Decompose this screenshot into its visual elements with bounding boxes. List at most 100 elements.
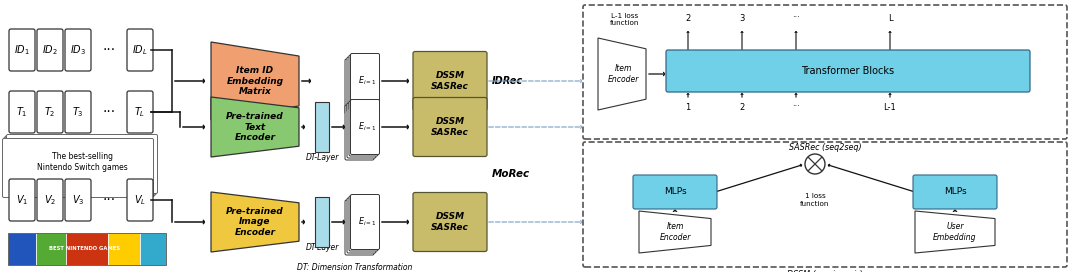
Text: L: L — [888, 14, 892, 23]
FancyBboxPatch shape — [913, 175, 997, 209]
Text: DT-Layer: DT-Layer — [306, 243, 339, 252]
Text: DT-Layer: DT-Layer — [306, 153, 339, 162]
Text: $E_{i=1}$: $E_{i=1}$ — [357, 121, 376, 133]
Text: Pre-trained
Image
Encoder: Pre-trained Image Encoder — [226, 207, 284, 237]
FancyBboxPatch shape — [413, 97, 487, 156]
Text: Item
Encoder: Item Encoder — [659, 222, 691, 242]
Polygon shape — [211, 192, 299, 252]
Text: DSSM
SASRec: DSSM SASRec — [431, 212, 469, 232]
Text: SASRec (seq2seq): SASRec (seq2seq) — [788, 143, 862, 152]
FancyBboxPatch shape — [633, 175, 717, 209]
Text: BEST NINTENDO GAMES: BEST NINTENDO GAMES — [50, 246, 121, 252]
FancyBboxPatch shape — [4, 137, 154, 196]
Bar — [315, 102, 329, 152]
FancyBboxPatch shape — [65, 91, 91, 133]
Text: The best-selling
Nintendo Switch games: The best-selling Nintendo Switch games — [37, 152, 127, 172]
FancyBboxPatch shape — [351, 100, 379, 154]
Polygon shape — [211, 42, 299, 120]
FancyBboxPatch shape — [9, 29, 35, 71]
FancyBboxPatch shape — [351, 54, 379, 109]
Circle shape — [805, 154, 825, 174]
Text: 1: 1 — [686, 103, 690, 112]
Text: $E_{i=1}$: $E_{i=1}$ — [357, 216, 376, 228]
Text: MoRec: MoRec — [492, 169, 530, 179]
FancyBboxPatch shape — [347, 198, 376, 253]
Polygon shape — [211, 97, 299, 157]
Text: $ID_L$: $ID_L$ — [132, 43, 148, 57]
Text: L-1 loss
function: L-1 loss function — [610, 13, 639, 26]
Text: $T_2$: $T_2$ — [44, 105, 56, 119]
FancyBboxPatch shape — [666, 50, 1030, 92]
Text: 3: 3 — [740, 14, 745, 23]
FancyBboxPatch shape — [37, 179, 63, 221]
FancyBboxPatch shape — [349, 196, 378, 251]
Bar — [36, 233, 66, 265]
FancyBboxPatch shape — [349, 55, 378, 110]
FancyBboxPatch shape — [345, 105, 374, 160]
FancyBboxPatch shape — [9, 91, 35, 133]
FancyBboxPatch shape — [347, 57, 376, 112]
Text: ···: ··· — [103, 105, 116, 119]
FancyBboxPatch shape — [6, 134, 158, 193]
Text: MLPs: MLPs — [664, 187, 686, 196]
Text: 1 loss
function: 1 loss function — [800, 193, 829, 206]
FancyBboxPatch shape — [37, 29, 63, 71]
Text: $E_{i=1}$: $E_{i=1}$ — [357, 75, 376, 87]
Text: $V_1$: $V_1$ — [16, 193, 28, 207]
FancyBboxPatch shape — [65, 29, 91, 71]
Text: Pre-trained
Text
Encoder: Pre-trained Text Encoder — [226, 112, 284, 142]
Text: DSSM
SASRec: DSSM SASRec — [431, 71, 469, 91]
Text: $V_3$: $V_3$ — [71, 193, 84, 207]
Text: DT: Dimension Transformation: DT: Dimension Transformation — [297, 262, 413, 271]
FancyBboxPatch shape — [413, 51, 487, 110]
Text: ···: ··· — [792, 14, 800, 23]
FancyBboxPatch shape — [347, 103, 376, 158]
Text: $T_3$: $T_3$ — [72, 105, 84, 119]
Bar — [8, 233, 166, 265]
Text: $V_L$: $V_L$ — [134, 193, 146, 207]
Polygon shape — [598, 38, 646, 110]
Bar — [140, 233, 166, 265]
FancyBboxPatch shape — [5, 136, 157, 195]
FancyBboxPatch shape — [583, 5, 1067, 139]
Text: $V_2$: $V_2$ — [44, 193, 56, 207]
Text: Item
Encoder: Item Encoder — [607, 64, 638, 84]
Polygon shape — [639, 211, 711, 253]
Text: ···: ··· — [792, 103, 800, 112]
Text: DSSM
SASRec: DSSM SASRec — [431, 117, 469, 137]
FancyBboxPatch shape — [127, 29, 153, 71]
FancyBboxPatch shape — [127, 91, 153, 133]
Text: $T_1$: $T_1$ — [16, 105, 28, 119]
FancyBboxPatch shape — [351, 194, 379, 249]
Polygon shape — [915, 211, 995, 253]
Text: IDRec: IDRec — [492, 76, 523, 86]
Text: DSSM (<u, i> pair): DSSM (<u, i> pair) — [787, 270, 863, 272]
Text: 2: 2 — [740, 103, 744, 112]
Bar — [66, 233, 108, 265]
FancyBboxPatch shape — [9, 179, 35, 221]
FancyBboxPatch shape — [349, 101, 378, 156]
Text: $ID_3$: $ID_3$ — [70, 43, 86, 57]
FancyBboxPatch shape — [413, 193, 487, 252]
Text: User
Embedding: User Embedding — [933, 222, 976, 242]
FancyBboxPatch shape — [583, 142, 1067, 267]
Text: ···: ··· — [103, 43, 116, 57]
FancyBboxPatch shape — [65, 179, 91, 221]
FancyBboxPatch shape — [37, 91, 63, 133]
FancyBboxPatch shape — [2, 138, 153, 197]
Text: ···: ··· — [103, 193, 116, 207]
Text: Item ID
Embedding
Matrix: Item ID Embedding Matrix — [227, 66, 284, 96]
Text: $ID_2$: $ID_2$ — [42, 43, 58, 57]
Text: Transformer Blocks: Transformer Blocks — [801, 66, 894, 76]
Text: $ID_1$: $ID_1$ — [14, 43, 30, 57]
FancyBboxPatch shape — [345, 200, 374, 255]
Text: MLPs: MLPs — [944, 187, 967, 196]
Bar — [8, 233, 36, 265]
FancyBboxPatch shape — [345, 59, 374, 114]
Text: 2: 2 — [686, 14, 690, 23]
FancyBboxPatch shape — [127, 179, 153, 221]
Text: L-1: L-1 — [883, 103, 896, 112]
Bar — [108, 233, 140, 265]
Bar — [315, 197, 329, 247]
Text: $T_L$: $T_L$ — [134, 105, 146, 119]
